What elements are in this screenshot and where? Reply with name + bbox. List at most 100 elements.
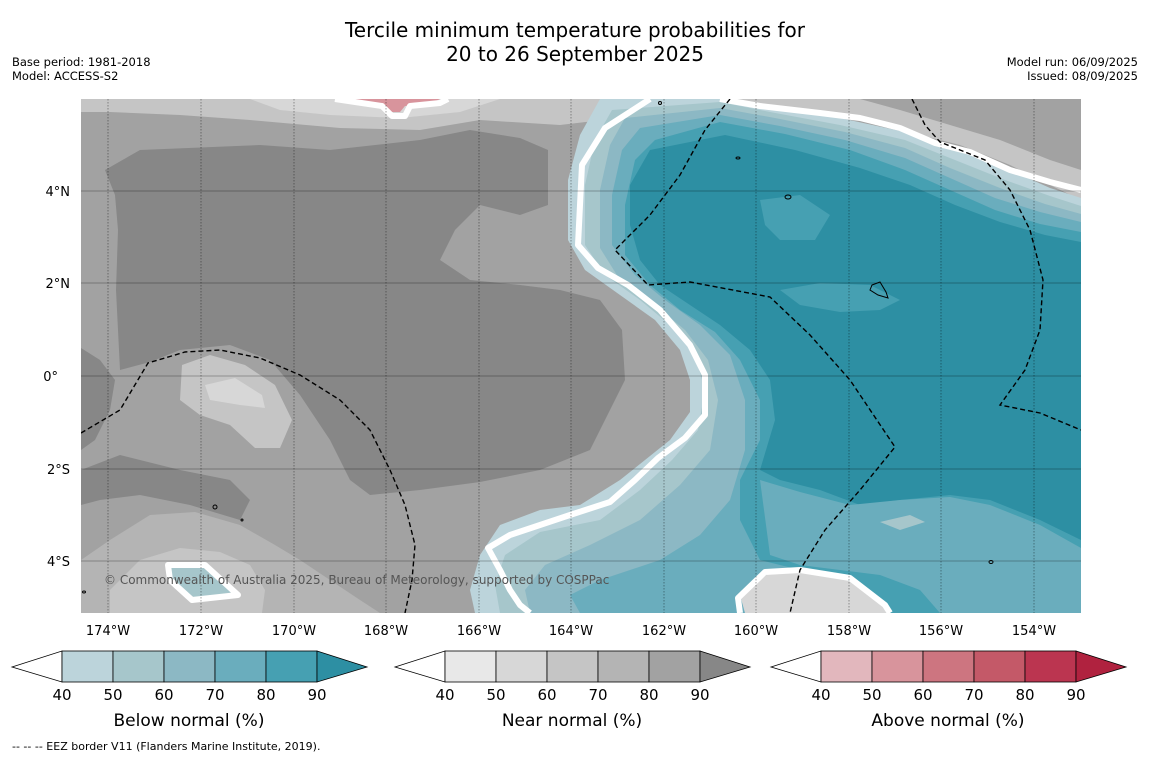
colorbar-below-cells — [61, 650, 318, 683]
colorbar-near-cell-4 — [597, 650, 650, 683]
lon-label-154w: 154°W — [1012, 624, 1056, 639]
lon-label-174w: 174°W — [86, 624, 130, 639]
colorbar-below-cell-3 — [163, 650, 216, 683]
colorbar-below-cell-5 — [265, 650, 318, 683]
colorbar-above-tick-70: 70 — [964, 686, 983, 704]
colorbar-above-tick-50: 50 — [862, 686, 881, 704]
colorbar-below-normal: 40 50 60 70 80 90 Below normal (%) — [10, 650, 369, 731]
colorbar-near-cell-5 — [648, 650, 701, 683]
lat-label-2n: 2°N — [46, 277, 71, 292]
colorbar-below-cell-4 — [214, 650, 267, 683]
lon-label-156w: 156°W — [919, 624, 963, 639]
colorbar-below-tick-50: 50 — [103, 686, 122, 704]
colorbar-below-tick-40: 40 — [52, 686, 71, 704]
region-below-50-south — [880, 515, 925, 530]
colorbar-below-tick-60: 60 — [154, 686, 173, 704]
colorbar-above-cell-2 — [871, 650, 924, 683]
colorbar-near-tick-70: 70 — [588, 686, 607, 704]
region-near-90-north — [105, 130, 625, 495]
region-near-80-east — [860, 99, 1081, 170]
meta-left: Base period: 1981-2018 Model: ACCESS-S2 — [12, 55, 151, 83]
colorbar-above-cell-1 — [820, 650, 873, 683]
colorbar-near-arrow-left — [393, 650, 446, 683]
colorbar-near-cell-1 — [444, 650, 497, 683]
island-howland — [240, 518, 244, 522]
longitude-labels: 174°W 172°W 170°W 168°W 166°W 164°W 162°… — [86, 624, 1056, 639]
colorbar-above-normal: 40 50 60 70 80 90 Above normal (%) — [769, 650, 1128, 731]
colorbar-near-tick-40: 40 — [435, 686, 454, 704]
lat-label-4s: 4°S — [47, 555, 70, 570]
colorbar-near-normal: 40 50 60 70 80 90 Near normal (%) — [393, 650, 752, 731]
colorbar-near-title: Near normal (%) — [502, 711, 642, 731]
region-near-90-south — [81, 455, 250, 520]
islands — [82, 101, 994, 594]
latitude-labels: 4°N 2°N 0° 2°S 4°S — [43, 185, 70, 570]
lat-label-2s: 2°S — [47, 463, 70, 478]
colorbar-near-cells — [444, 650, 701, 683]
colorbar-below-arrow-right — [316, 650, 369, 683]
lon-label-160w: 160°W — [734, 624, 778, 639]
colorbar-near-cell-2 — [495, 650, 548, 683]
colorbar-below-title: Below normal (%) — [114, 711, 265, 731]
colorbar-near-tick-80: 80 — [639, 686, 658, 704]
colorbar-below-cell-2 — [112, 650, 165, 683]
colorbar-below-cell-1 — [61, 650, 114, 683]
map-plot-area: © Commonwealth of Australia 2025, Bureau… — [81, 99, 1081, 613]
meta-right: Model run: 06/09/2025 Issued: 08/09/2025 — [1007, 55, 1138, 83]
lon-label-172w: 172°W — [179, 624, 223, 639]
island-baker — [212, 504, 218, 510]
colorbar-above-cells — [820, 650, 1077, 683]
region-near-50-southeast — [740, 570, 890, 613]
colorbar-above-cell-4 — [973, 650, 1026, 683]
colorbar-near-tick-90: 90 — [690, 686, 709, 704]
lon-label-162w: 162°W — [642, 624, 686, 639]
colorbar-above-title: Above normal (%) — [871, 711, 1024, 731]
island-tabuaeran — [784, 194, 792, 200]
lon-label-166w: 166°W — [457, 624, 501, 639]
colorbar-near-arrow-right — [699, 650, 752, 683]
region-below-80-north — [760, 195, 830, 240]
colorbar-near-tick-60: 60 — [537, 686, 556, 704]
eez-footnote: -- -- -- EEZ border V11 (Flanders Marine… — [12, 740, 321, 753]
eez-border-west — [81, 349, 416, 613]
island-teraina — [735, 156, 741, 160]
region-below-90 — [630, 135, 1081, 540]
eez-borders — [81, 99, 1081, 613]
base-period: Base period: 1981-2018 — [12, 55, 151, 69]
map-figure: © Commonwealth of Australia 2025, Bureau… — [10, 99, 1128, 731]
region-near-50-equator — [205, 378, 265, 408]
boundary-40-southwest — [165, 562, 241, 603]
lon-label-170w: 170°W — [272, 624, 316, 639]
colorbar-above-cell-3 — [922, 650, 975, 683]
colorbar-above-tick-90: 90 — [1066, 686, 1085, 704]
island-jarvis — [658, 101, 662, 105]
island-malden — [988, 560, 994, 564]
lat-label-0: 0° — [43, 370, 58, 385]
colorbar-below-tick-80: 80 — [256, 686, 275, 704]
boundary-40-north — [334, 99, 450, 119]
colorbar-near-tick-50: 50 — [486, 686, 505, 704]
island-kiritimati — [869, 281, 889, 299]
region-near-90-southwest — [81, 348, 115, 450]
lon-label-168w: 168°W — [364, 624, 408, 639]
graticule — [81, 190, 1081, 562]
boundary-40-main — [485, 99, 708, 613]
map-title: Tercile minimum temperature probabilitie… — [0, 18, 1150, 66]
colorbar-above-cell-5 — [1024, 650, 1077, 683]
colorbar-above-arrow-right — [1075, 650, 1128, 683]
colorbar-below-arrow-left — [10, 650, 63, 683]
colorbar-below-tick-70: 70 — [205, 686, 224, 704]
colorbar-above-tick-40: 40 — [811, 686, 830, 704]
colorbar-below-tick-90: 90 — [307, 686, 326, 704]
colorbar-above-tick-60: 60 — [913, 686, 932, 704]
lon-label-164w: 164°W — [549, 624, 593, 639]
title-line-2: 20 to 26 September 2025 — [446, 42, 704, 66]
island-starbuck — [82, 590, 86, 594]
eez-border-central — [614, 99, 896, 613]
model-run: Model run: 06/09/2025 — [1006, 55, 1138, 69]
colorbar-above-tick-80: 80 — [1015, 686, 1034, 704]
copyright-notice: © Commonwealth of Australia 2025, Bureau… — [104, 573, 609, 587]
lon-label-158w: 158°W — [827, 624, 871, 639]
title-line-1: Tercile minimum temperature probabilitie… — [344, 18, 806, 42]
issued-date: Issued: 08/09/2025 — [1027, 69, 1138, 83]
